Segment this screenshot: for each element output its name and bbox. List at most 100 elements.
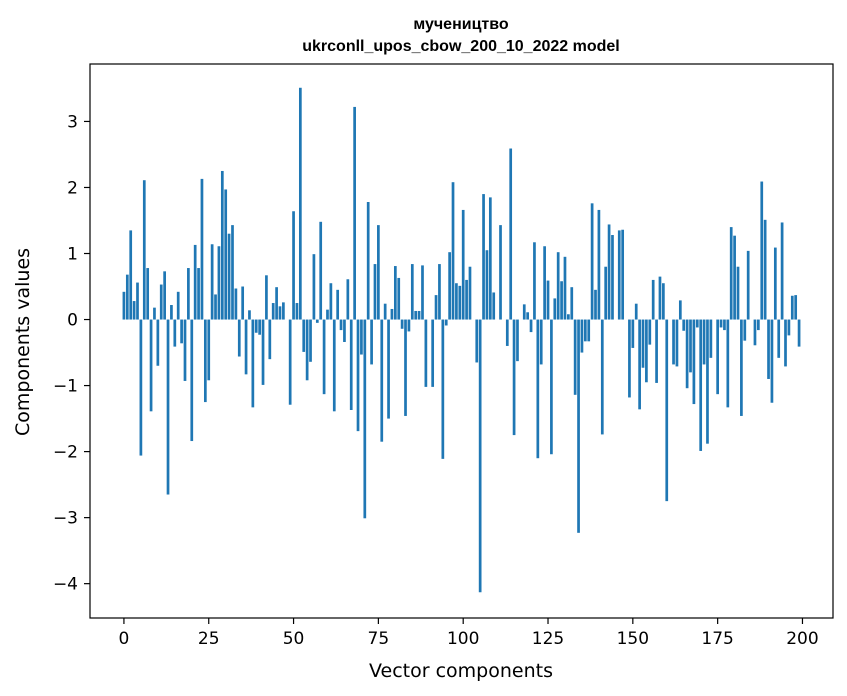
bar-65	[343, 319, 346, 342]
bar-17	[180, 319, 183, 344]
bar-33	[234, 288, 238, 320]
bar-195	[784, 319, 787, 367]
y-tick-label: 0	[67, 311, 78, 331]
chart-title-line-1: мучеництво	[413, 16, 509, 33]
bar-176	[719, 319, 723, 328]
bar-15	[173, 319, 177, 347]
bar-9	[153, 307, 156, 320]
bar-92	[434, 295, 438, 320]
bar-38	[251, 319, 255, 408]
bar-31	[227, 233, 231, 320]
bar-121	[533, 242, 536, 320]
bar-11	[159, 284, 163, 320]
x-axis-label: Vector components	[369, 660, 553, 682]
bar-101	[465, 279, 468, 320]
x-tick-label: 100	[447, 629, 479, 649]
bar-56	[312, 254, 316, 320]
bar-78	[387, 319, 390, 419]
bar-165	[682, 319, 686, 331]
bar-87	[417, 310, 421, 320]
bar-85	[410, 264, 414, 320]
bar-146	[617, 230, 621, 320]
bar-127	[553, 298, 557, 320]
bar-143	[607, 224, 611, 320]
bars	[122, 87, 801, 593]
plot-frame	[89, 63, 834, 619]
bar-60	[326, 309, 329, 320]
y-tick-label: 3	[67, 112, 78, 132]
bar-173	[709, 319, 713, 358]
bar-42	[265, 275, 268, 320]
bar-152	[638, 319, 641, 410]
bar-75	[377, 225, 380, 320]
bar-64	[339, 319, 343, 331]
bar-81	[397, 277, 401, 320]
bar-5	[139, 319, 143, 456]
bar-97	[451, 182, 455, 320]
bar-44	[271, 303, 275, 320]
bar-156	[651, 279, 655, 320]
bar-126	[550, 319, 553, 455]
bar-162	[672, 319, 675, 365]
bar-130	[563, 256, 567, 320]
bar-104	[475, 319, 479, 363]
bar-194	[780, 222, 784, 320]
bar-14	[170, 305, 173, 320]
bar-70	[360, 319, 363, 355]
bar-23	[200, 178, 204, 320]
bar-177	[723, 319, 726, 331]
bar-149	[628, 319, 631, 398]
bar-120	[529, 319, 533, 333]
bar-125	[546, 280, 550, 320]
bar-108	[488, 197, 492, 320]
bar-47	[282, 302, 285, 320]
x-tick-label: 75	[368, 629, 390, 649]
bar-137	[587, 319, 591, 342]
bar-73	[370, 319, 373, 365]
bar-2	[129, 230, 133, 320]
bar-140	[597, 209, 601, 320]
bar-132	[570, 287, 574, 320]
bar-183	[743, 319, 747, 341]
bar-124	[543, 246, 546, 320]
bar-187	[757, 319, 760, 331]
bar-26	[210, 244, 214, 320]
bar-37	[248, 310, 251, 320]
bar-158	[658, 276, 662, 320]
bar-58	[319, 221, 323, 320]
bar-184	[746, 250, 750, 320]
bar-55	[309, 319, 312, 362]
bar-163	[675, 319, 679, 367]
bar-71	[363, 319, 367, 519]
x-tick-label: 150	[617, 629, 649, 649]
bar-196	[787, 319, 791, 336]
bar-133	[573, 319, 577, 395]
bar-54	[305, 319, 309, 381]
bar-189	[763, 219, 767, 320]
bar-50	[292, 211, 295, 320]
bar-95	[444, 319, 448, 326]
x-tick-label: 0	[119, 629, 130, 649]
bar-114	[509, 148, 513, 320]
bar-69	[356, 319, 360, 432]
bar-88	[421, 265, 424, 320]
bar-139	[594, 289, 597, 320]
bar-80	[393, 266, 397, 320]
bar-141	[600, 319, 604, 435]
bar-83	[404, 319, 407, 416]
x-tick-label: 200	[786, 629, 818, 649]
bar-107	[485, 250, 489, 320]
bar-142	[604, 266, 608, 320]
bar-12	[163, 271, 166, 320]
bar-63	[336, 289, 340, 320]
x-tick-label: 50	[283, 629, 305, 649]
bar-96	[448, 252, 451, 320]
bar-66	[346, 279, 350, 320]
bar-198	[794, 295, 798, 320]
y-axis-label: Components values	[12, 248, 34, 436]
bar-24	[203, 319, 207, 403]
bar-154	[645, 319, 648, 383]
bar-170	[699, 319, 703, 451]
bar-135	[580, 319, 584, 353]
